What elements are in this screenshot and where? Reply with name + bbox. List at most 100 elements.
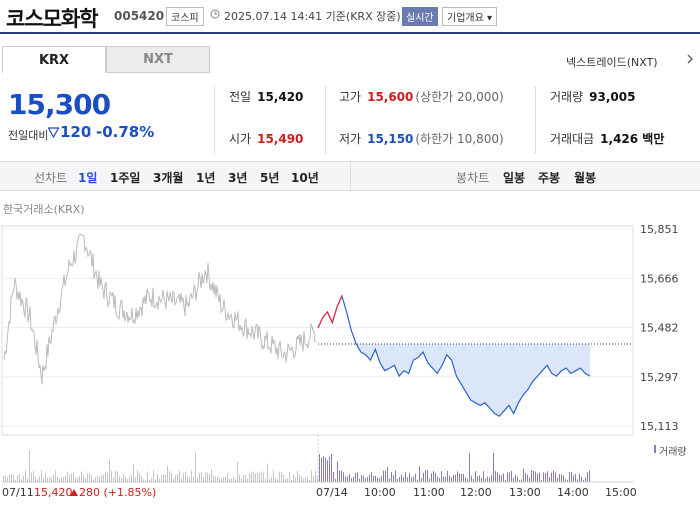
volume-bar	[381, 475, 382, 482]
volume-bar	[377, 477, 378, 482]
period-1y[interactable]: 1년	[196, 171, 216, 185]
volume-bar	[313, 475, 314, 482]
volume-bar	[159, 478, 160, 482]
volume-bar	[505, 479, 506, 482]
volume-bar	[517, 476, 518, 482]
stat-amount: 거래대금 1,426 백만	[550, 132, 665, 146]
volume-bar	[363, 475, 364, 482]
volume-bar	[435, 472, 436, 482]
volume-bar	[441, 471, 442, 482]
volume-bar	[519, 479, 520, 482]
volume-bar	[229, 479, 230, 482]
divider	[535, 86, 536, 154]
volume-bar	[427, 470, 428, 482]
volume-bar	[407, 477, 408, 482]
volume-bar	[131, 474, 132, 482]
volume-bar	[237, 461, 238, 482]
volume-bar	[401, 474, 402, 482]
volume-bar	[61, 476, 62, 482]
volume-bar	[47, 477, 48, 482]
volume-bar	[461, 473, 462, 482]
volume-bar	[587, 471, 588, 482]
volume-bar	[9, 474, 10, 482]
volume-bar	[209, 474, 210, 482]
volume-bar	[293, 473, 294, 482]
volume-bar	[5, 475, 6, 482]
volume-bar	[297, 470, 298, 482]
period-weekly[interactable]: 주봉	[538, 171, 561, 185]
tab-nxt[interactable]: NXT	[106, 46, 210, 73]
period-daily[interactable]: 일봉	[503, 171, 526, 185]
volume-bar	[419, 466, 420, 482]
x-tick-label: 11:00	[413, 486, 445, 499]
today-area	[318, 344, 590, 417]
volume-bar	[163, 475, 164, 482]
chevron-right-icon[interactable]	[686, 53, 694, 65]
volume-bar	[207, 472, 208, 482]
volume-bar	[197, 477, 198, 482]
volume-bar	[215, 476, 216, 482]
volume-bar	[431, 473, 432, 482]
volume-bar	[411, 477, 412, 482]
volume-bar	[173, 478, 174, 482]
volume-bar	[459, 473, 460, 482]
period-1d[interactable]: 1일	[78, 171, 98, 185]
period-toolbar: 선차트 1일 1주일 3개월 1년 3년 5년 10년 봉차트 일봉 주봉 월봉	[0, 161, 700, 191]
volume-bar	[41, 470, 42, 482]
volume-bar	[199, 472, 200, 482]
nextrade-link[interactable]: 넥스트레이드(NXT)	[566, 56, 658, 69]
y-tick-label: 15,482	[640, 322, 679, 335]
volume-bar	[539, 472, 540, 482]
volume-bar	[315, 471, 316, 482]
period-10y[interactable]: 10년	[291, 171, 319, 185]
volume-bar	[241, 478, 242, 482]
tab-krx[interactable]: KRX	[2, 46, 106, 73]
volume-bar	[359, 478, 360, 482]
period-5y[interactable]: 5년	[260, 171, 280, 185]
period-1w[interactable]: 1주일	[110, 171, 141, 185]
volume-bar	[17, 475, 18, 482]
intraday-chart[interactable]: 15,851 15,666 15,482 15,297 15,113	[0, 220, 700, 485]
period-monthly[interactable]: 월봉	[574, 171, 597, 185]
volume-bar	[403, 477, 404, 482]
volume-bar	[127, 479, 128, 482]
volume-bar	[183, 473, 184, 482]
volume-bar	[305, 478, 306, 482]
realtime-button[interactable]: 실시간	[402, 7, 438, 26]
period-3y[interactable]: 3년	[228, 171, 248, 185]
volume-bar	[69, 474, 70, 482]
volume-bar	[185, 472, 186, 482]
volume-bar	[113, 476, 114, 482]
volume-bar	[65, 475, 66, 482]
volume-bar	[93, 479, 94, 482]
volume-bar	[279, 471, 280, 482]
volume-bar	[221, 478, 222, 482]
volume-bar	[23, 475, 24, 482]
volume-bar	[243, 474, 244, 482]
volume-bar	[39, 476, 40, 482]
y-tick-label: 15,666	[640, 272, 679, 285]
volume-bar	[451, 477, 452, 482]
volume-bar	[195, 452, 196, 482]
volume-legend: 거래량	[659, 447, 687, 458]
volume-bar	[321, 457, 322, 482]
volume-bar	[261, 471, 262, 482]
volume-bar	[479, 475, 480, 482]
volume-bar	[85, 477, 86, 482]
company-overview-dropdown[interactable]: 기업개요 ▾	[442, 7, 497, 26]
volume-bar	[421, 478, 422, 482]
volume-bar	[513, 477, 514, 482]
volume-bar	[585, 477, 586, 482]
volume-bar	[483, 471, 484, 482]
volume-bar	[55, 470, 56, 482]
volume-bar	[49, 476, 50, 482]
period-3m[interactable]: 3개월	[153, 171, 184, 185]
volume-bar	[553, 470, 554, 482]
volume-bar	[111, 470, 112, 482]
volume-bar	[15, 479, 16, 482]
volume-bar	[177, 474, 178, 482]
volume-bar	[475, 471, 476, 482]
volume-bar	[281, 471, 282, 482]
volume-bar	[289, 471, 290, 482]
volume-bar	[33, 470, 34, 482]
